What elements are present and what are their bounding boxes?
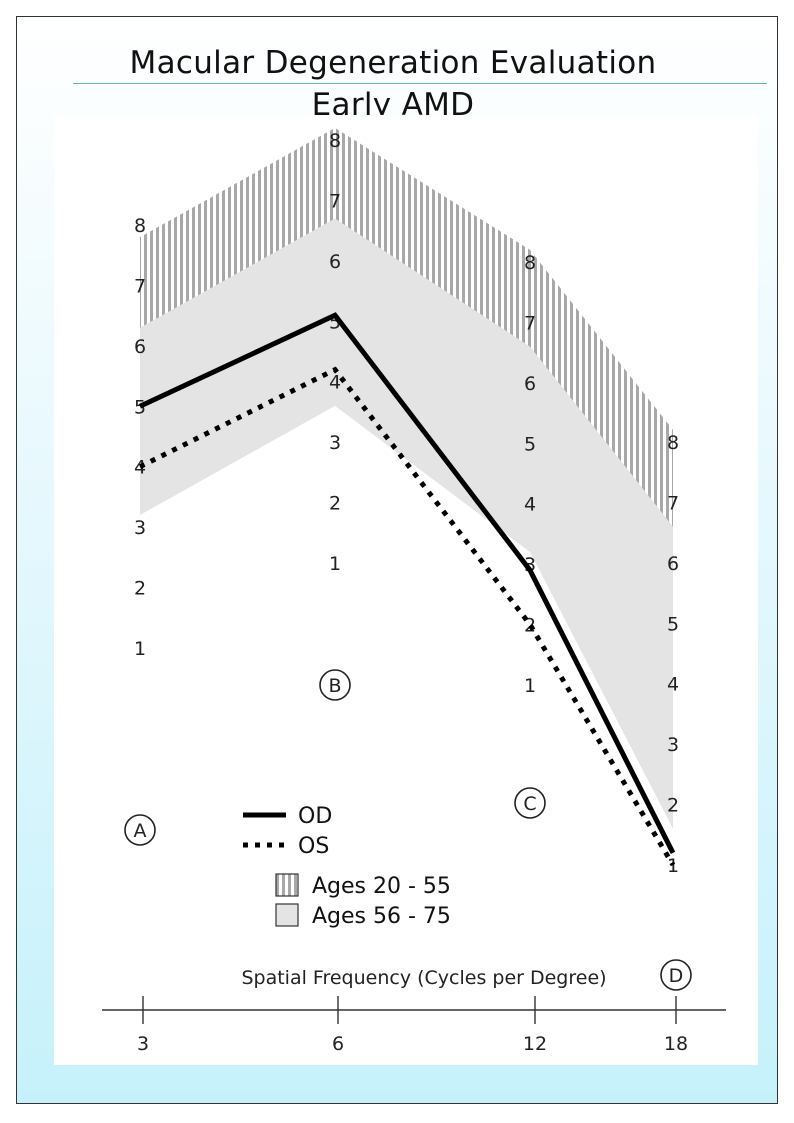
scale-d-level-2: 2 — [667, 795, 679, 817]
scale-d-level-7: 7 — [667, 492, 679, 514]
scale-a-level-1: 1 — [134, 638, 146, 660]
x-tick-label-18: 18 — [664, 1033, 688, 1055]
scale-d-level-4: 4 — [667, 674, 679, 696]
scale-d-level-3: 3 — [667, 734, 679, 756]
scale-a-level-3: 3 — [134, 517, 146, 539]
x-tick-label-3: 3 — [137, 1033, 149, 1055]
x-axis-label: Spatial Frequency (Cycles per Degree) — [241, 967, 606, 989]
scale-c-level-2: 2 — [524, 615, 536, 637]
band-ages-56-75 — [140, 218, 673, 829]
svg-text:Ages 56 - 75: Ages 56 - 75 — [312, 904, 451, 929]
scale-c-level-8: 8 — [524, 252, 536, 274]
legend-item-ages-56-75: Ages 56 - 75 — [275, 903, 451, 929]
column-letter-b: B — [319, 669, 351, 701]
scale-b-level-7: 7 — [329, 190, 341, 212]
scale-a-level-4: 4 — [134, 457, 146, 479]
x-tick-label-12: 12 — [523, 1033, 547, 1055]
legend: OD OS Ages 20 - 55 Ages 56 - 75 — [243, 804, 451, 929]
scale-c-level-1: 1 — [524, 675, 536, 697]
svg-text:OD: OD — [298, 804, 332, 829]
scale-d-level-8: 8 — [667, 432, 679, 454]
scale-a-level-8: 8 — [134, 215, 146, 237]
legend-item-os: OS — [243, 834, 329, 859]
scale-a-level-2: 2 — [134, 578, 146, 600]
svg-text:A: A — [134, 820, 147, 842]
column-letter-c: C — [514, 787, 546, 819]
series-line-od — [138, 312, 676, 855]
scale-d-level-1: 1 — [667, 855, 679, 877]
x-tick-label-6: 6 — [332, 1033, 344, 1055]
series-lines — [138, 312, 676, 867]
scale-c-level-7: 7 — [524, 312, 536, 334]
scale-a-level-6: 6 — [134, 336, 146, 358]
scale-b-level-3: 3 — [329, 432, 341, 454]
series-line-os — [138, 366, 676, 867]
chart-title: Macular Degeneration Evaluation — [129, 45, 657, 81]
scale-a-level-5: 5 — [134, 396, 146, 418]
svg-text:D: D — [669, 965, 684, 987]
column-letters: A B C D — [124, 669, 692, 991]
scale-c-level-4: 4 — [524, 494, 536, 516]
scale-b-level-6: 6 — [329, 251, 341, 273]
scale-b-level-1: 1 — [329, 553, 341, 575]
scale-a-level-7: 7 — [134, 275, 146, 297]
column-letter-a: A — [124, 814, 156, 846]
column-letter-d: D — [660, 959, 692, 991]
scale-c-level-5: 5 — [524, 433, 536, 455]
scale-b-level-2: 2 — [329, 493, 341, 515]
scale-b-level-4: 4 — [329, 372, 341, 394]
title-divider — [73, 83, 767, 84]
svg-text:Ages 20 - 55: Ages 20 - 55 — [312, 874, 451, 899]
scale-b-level-8: 8 — [329, 130, 341, 152]
x-axis: 3 6 12 18 Spatial Frequency (Cycles per Degr… — [102, 967, 726, 1055]
svg-text:B: B — [328, 675, 341, 697]
svg-text:OS: OS — [298, 834, 329, 859]
svg-text:C: C — [523, 793, 536, 815]
scale-d-level-5: 5 — [667, 613, 679, 635]
scale-d-level-6: 6 — [667, 553, 679, 575]
scale-c-level-6: 6 — [524, 373, 536, 395]
legend-item-od: OD — [243, 804, 332, 829]
legend-item-ages-20-55: Ages 20 - 55 — [275, 873, 451, 899]
normal-range-bands — [140, 127, 673, 829]
